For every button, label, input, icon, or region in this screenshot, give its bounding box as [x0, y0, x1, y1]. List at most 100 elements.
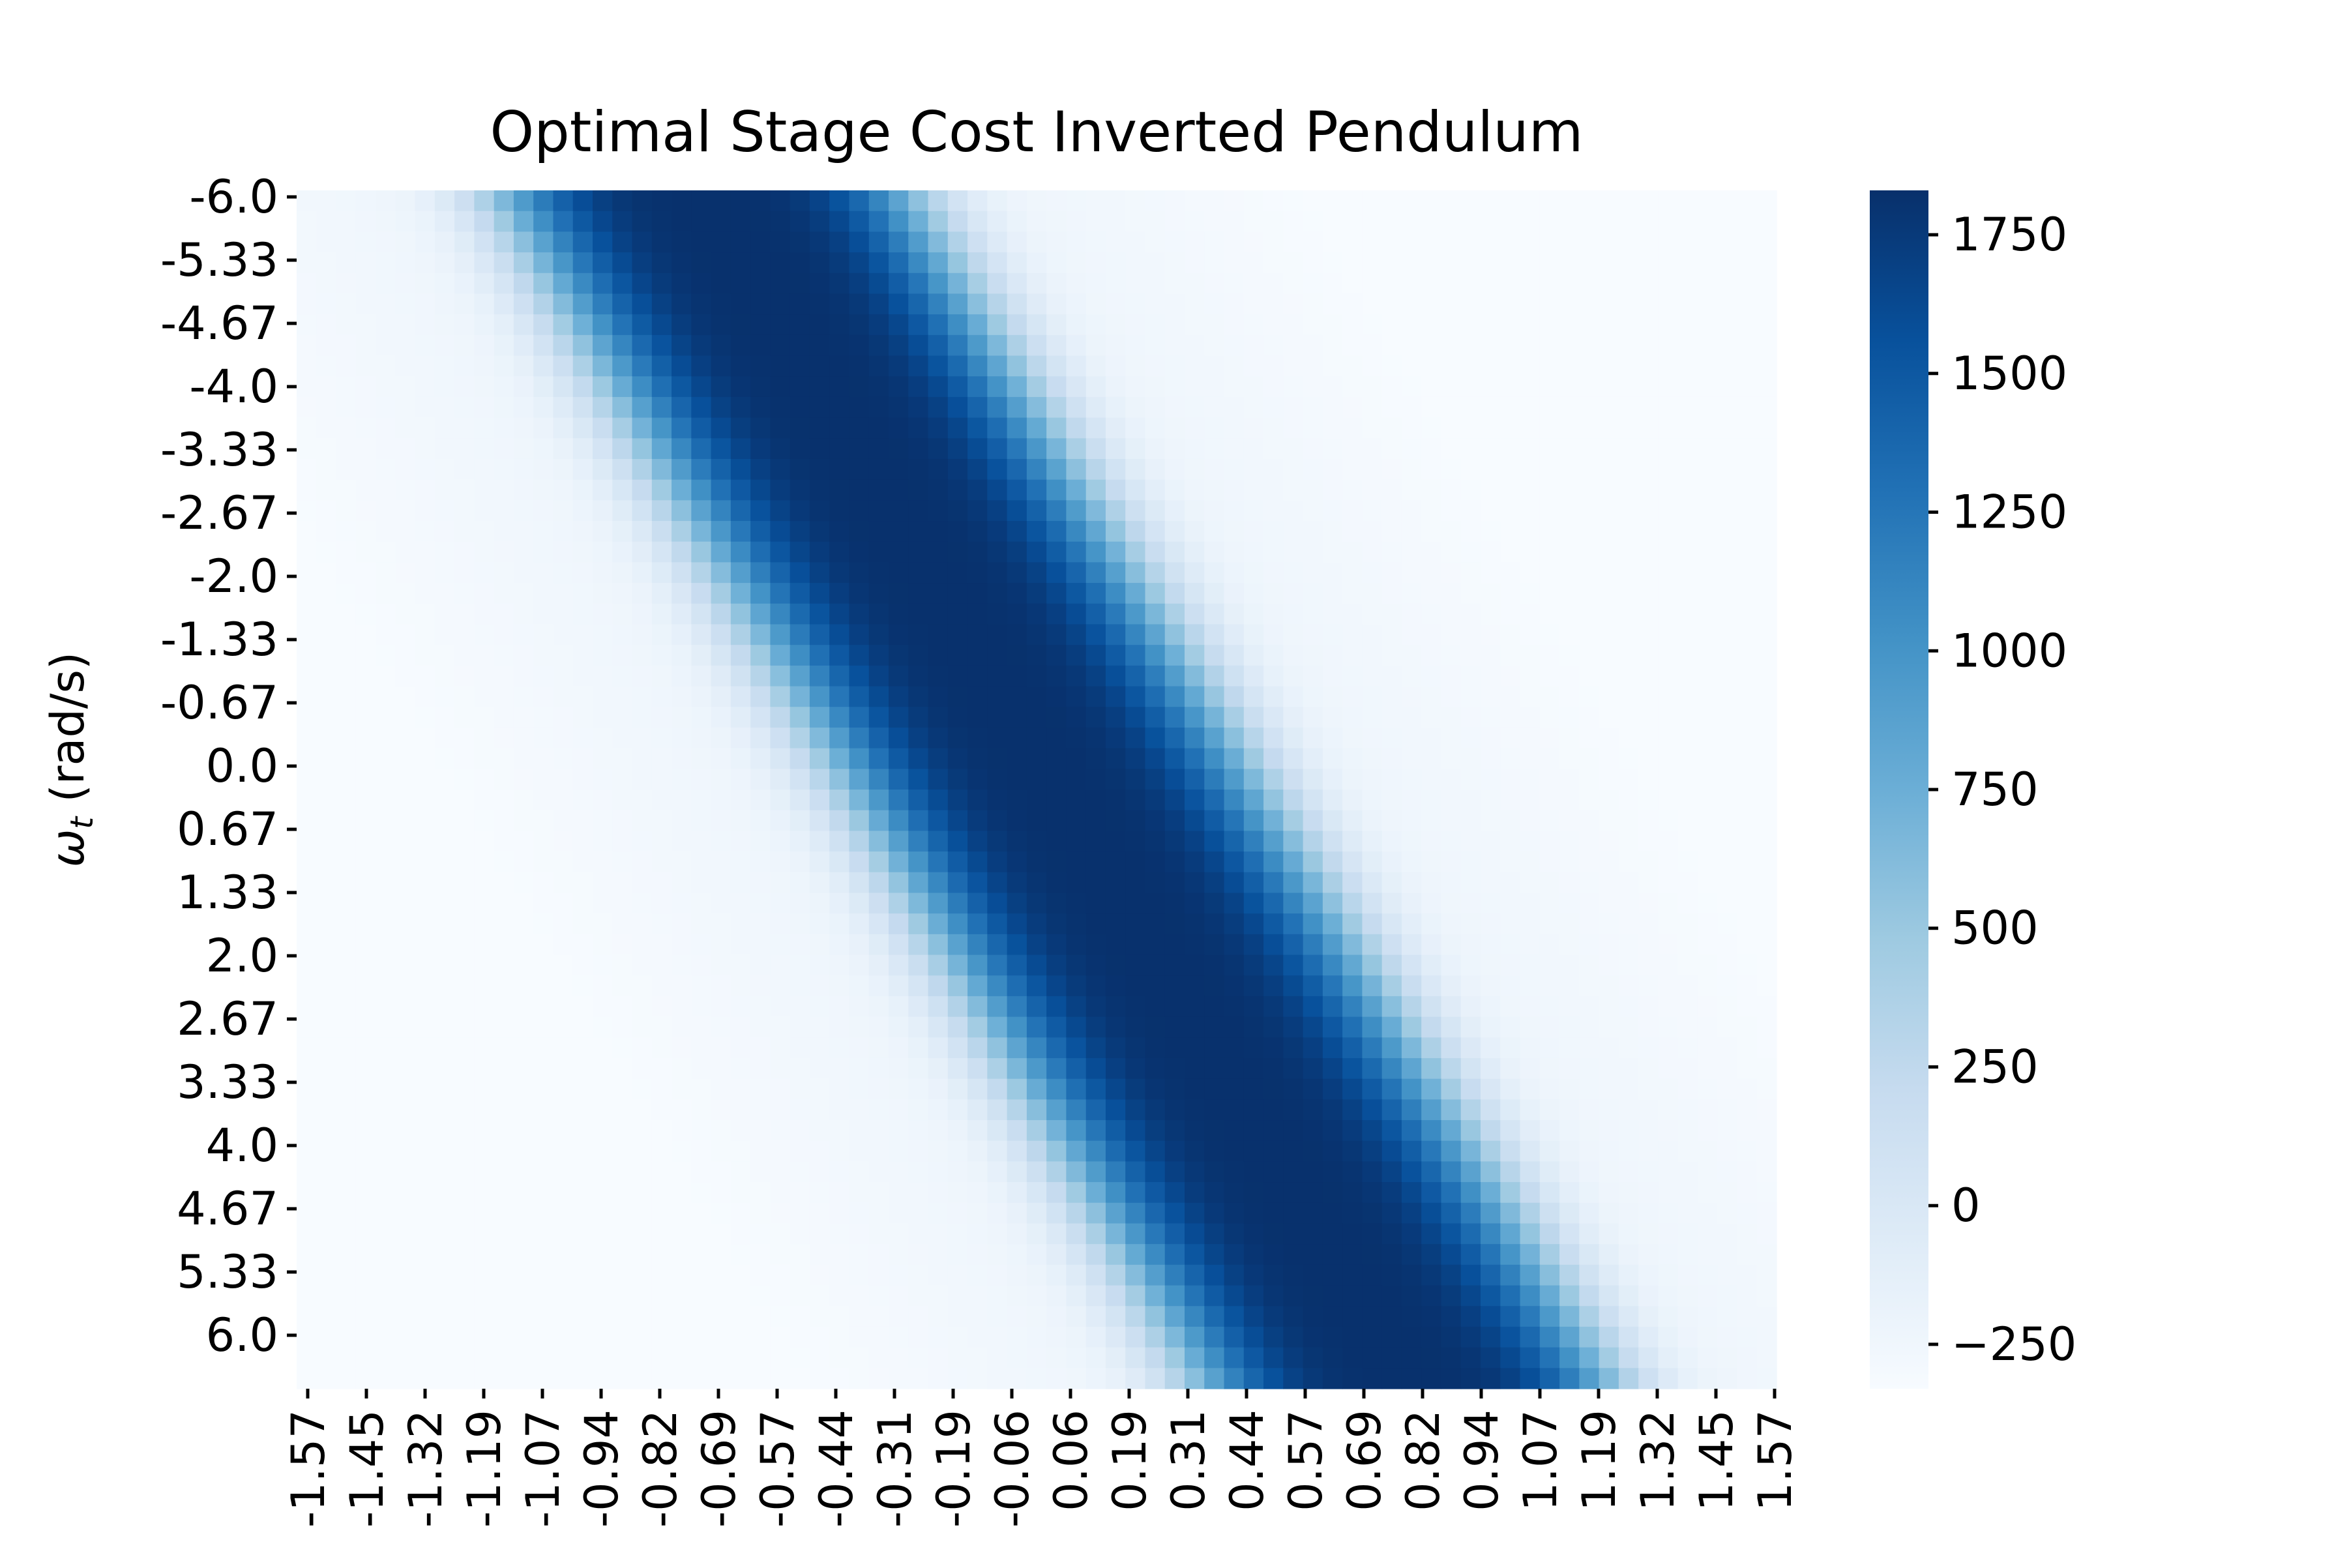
heatmap-cell: [1046, 1202, 1067, 1224]
heatmap-cell: [947, 1306, 968, 1327]
heatmap-cell: [593, 769, 613, 790]
heatmap-cell: [1164, 790, 1185, 811]
heatmap-cell: [1303, 996, 1323, 1018]
heatmap-cell: [1263, 479, 1284, 501]
heatmap-cell: [1460, 1016, 1481, 1038]
heatmap-cell: [612, 1264, 633, 1286]
heatmap-cell: [1500, 1306, 1521, 1327]
heatmap-cell: [1145, 831, 1166, 852]
heatmap-cell: [1066, 603, 1087, 625]
heatmap-cell: [395, 645, 416, 666]
heatmap-cell: [1658, 293, 1679, 315]
heatmap-cell: [1066, 727, 1087, 749]
heatmap-cell: [336, 975, 357, 997]
heatmap-cell: [513, 458, 534, 481]
heatmap-cell: [355, 624, 376, 645]
heatmap-cell: [1697, 583, 1718, 604]
heatmap-cell: [316, 1078, 337, 1100]
heatmap-cell: [1322, 1140, 1343, 1162]
heatmap-cell: [1243, 479, 1264, 501]
heatmap-cell: [750, 645, 771, 666]
heatmap-cell: [454, 624, 475, 645]
heatmap-cell: [1185, 1078, 1205, 1100]
heatmap-cell: [1421, 1016, 1442, 1038]
heatmap-cell: [1539, 541, 1560, 563]
x-tick-label: 1.57: [1749, 1410, 1802, 1511]
heatmap-cell: [1322, 996, 1343, 1018]
heatmap-cell: [1164, 913, 1185, 935]
heatmap-cell: [672, 1202, 692, 1224]
heatmap-cell: [1658, 810, 1679, 831]
heatmap-cell: [1737, 1244, 1758, 1265]
heatmap-cell: [809, 314, 830, 336]
heatmap-cell: [553, 851, 574, 873]
heatmap-cell: [533, 810, 554, 831]
heatmap-cell: [1007, 810, 1027, 831]
heatmap-cell: [711, 1285, 731, 1307]
heatmap-cell: [297, 727, 317, 749]
heatmap-cell: [1046, 748, 1067, 769]
colorbar-tick-label: 0: [1951, 1179, 1981, 1232]
heatmap-cell: [1342, 1264, 1363, 1286]
heatmap-cell: [572, 1078, 593, 1100]
heatmap-cell: [691, 769, 712, 790]
heatmap-cell: [1204, 500, 1225, 522]
heatmap-cell: [1638, 1140, 1659, 1162]
heatmap-cell: [1085, 954, 1106, 976]
heatmap-cell: [908, 996, 929, 1018]
heatmap-cell: [967, 273, 988, 295]
heatmap-cell: [1500, 893, 1521, 914]
heatmap-cell: [1381, 790, 1402, 811]
heatmap-cell: [336, 231, 357, 253]
heatmap-cell: [1460, 376, 1481, 398]
heatmap-cell: [809, 810, 830, 831]
heatmap-cell: [474, 872, 495, 894]
heatmap-cell: [1401, 417, 1422, 439]
heatmap-cell: [1046, 686, 1067, 707]
heatmap-cell: [1026, 790, 1047, 811]
heatmap-cell: [928, 1182, 949, 1204]
heatmap-cell: [1599, 417, 1619, 439]
heatmap-cell: [1007, 665, 1027, 687]
heatmap-cell: [1303, 479, 1323, 501]
heatmap-cell: [1756, 231, 1777, 253]
heatmap-cell: [474, 707, 495, 728]
heatmap-cell: [1026, 1016, 1047, 1038]
heatmap-cell: [1164, 521, 1185, 542]
heatmap-cell: [612, 1140, 633, 1162]
heatmap-cell: [1026, 996, 1047, 1018]
heatmap-cell: [1401, 954, 1422, 976]
heatmap-cell: [672, 1285, 692, 1307]
heatmap-cell: [513, 1140, 534, 1162]
heatmap-cell: [297, 893, 317, 914]
heatmap-cell: [947, 645, 968, 666]
heatmap-cell: [928, 686, 949, 707]
heatmap-cell: [1677, 727, 1698, 749]
heatmap-cell: [474, 1244, 495, 1265]
heatmap-cell: [829, 707, 850, 728]
heatmap-cell: [632, 624, 653, 645]
heatmap-cell: [316, 624, 337, 645]
heatmap-cell: [1007, 975, 1027, 997]
heatmap-cell: [1263, 934, 1284, 956]
heatmap-cell: [434, 1223, 455, 1245]
heatmap-cell: [967, 1161, 988, 1183]
heatmap-cell: [1618, 438, 1639, 460]
heatmap-cell: [395, 521, 416, 542]
heatmap-cell: [632, 1058, 653, 1080]
heatmap-cell: [967, 190, 988, 212]
heatmap-cell: [1579, 1223, 1600, 1245]
heatmap-cell: [849, 954, 870, 976]
heatmap-cell: [494, 665, 514, 687]
heatmap-cell: [355, 521, 376, 542]
heatmap-cell: [1007, 1244, 1027, 1265]
heatmap-cell: [1362, 583, 1383, 604]
heatmap-cell: [1599, 645, 1619, 666]
heatmap-cell: [316, 790, 337, 811]
heatmap-cell: [1460, 810, 1481, 831]
heatmap-cell: [987, 975, 1008, 997]
heatmap-cell: [1559, 334, 1580, 357]
heatmap-cell: [1322, 954, 1343, 976]
heatmap-cell: [1618, 748, 1639, 769]
heatmap-cell: [1717, 1285, 1738, 1307]
